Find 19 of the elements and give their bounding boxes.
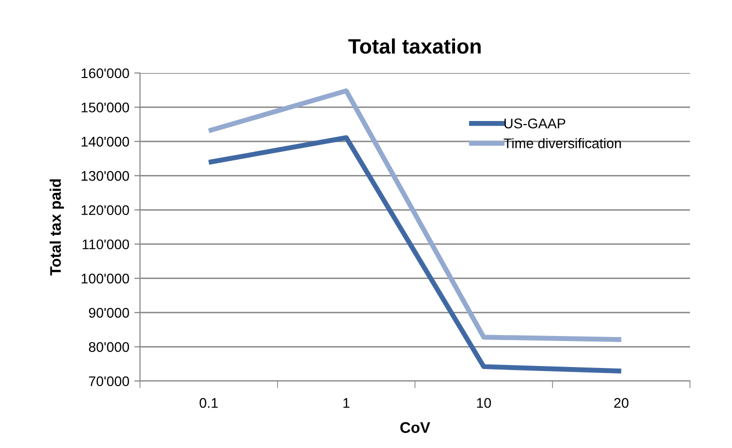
x-tick-label: 10 [477, 398, 491, 408]
y-tick-label: 90'000 [88, 308, 130, 318]
y-tick-label: 110'000 [82, 239, 130, 250]
y-tick-label: 70'000 [89, 376, 130, 386]
chart-title: Total taxation [348, 38, 481, 54]
y-tick-label: 120'000 [82, 205, 130, 216]
y-tick-label: 140'000 [82, 136, 130, 147]
legend-label: US-GAAP [504, 118, 566, 128]
y-tick-label: 80'000 [88, 342, 130, 352]
x-tick-label: 0.1 [200, 398, 218, 408]
x-tick-label: 20 [614, 398, 628, 408]
y-tick-label: 130'000 [82, 171, 130, 181]
x-axis-title: CoV [400, 422, 430, 433]
y-tick-label: 160'000 [82, 68, 130, 78]
y-tick-label: 100'000 [82, 274, 130, 284]
x-tick-label: 1 [343, 398, 350, 408]
y-axis-title: Total tax paid [50, 179, 64, 276]
legend-label: Time diversification [504, 138, 621, 148]
y-tick-label: 150'000 [82, 102, 130, 112]
